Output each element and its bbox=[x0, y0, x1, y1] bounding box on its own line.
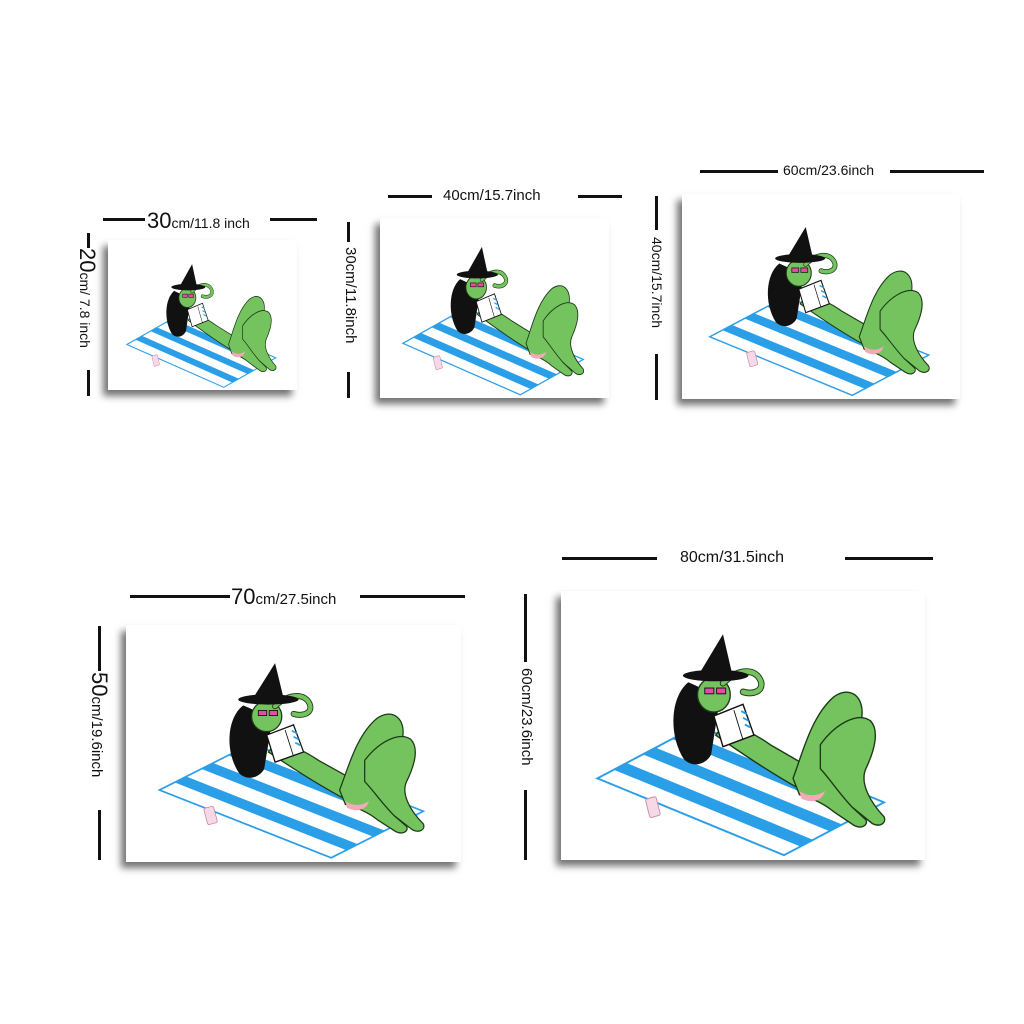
size-3-height-label: 40cm/15.7inch bbox=[649, 237, 665, 329]
size-2-width-label: 40cm/15.7inch bbox=[443, 187, 541, 204]
witch-hat-icon bbox=[456, 246, 498, 279]
height-dimension-line bbox=[87, 370, 90, 396]
book-icon bbox=[475, 293, 502, 323]
height-dimension-line bbox=[98, 626, 101, 671]
glasses-icon bbox=[704, 687, 715, 695]
phone-icon bbox=[432, 355, 443, 370]
phone-icon bbox=[645, 796, 661, 818]
witch-artwork bbox=[401, 246, 585, 396]
height-dimension-line bbox=[87, 233, 90, 248]
striped-towel bbox=[708, 295, 931, 397]
witch-figure bbox=[178, 283, 277, 372]
height-dimension-line bbox=[347, 222, 350, 242]
width-dimension-line bbox=[890, 170, 984, 173]
width-dimension-line bbox=[578, 195, 622, 198]
size-4-width-label: 70cm/27.5inch bbox=[231, 584, 337, 609]
witch-figure bbox=[250, 693, 425, 834]
size-2-height-label: 30cm/11.8inch bbox=[342, 247, 359, 344]
size-5-width-label: 80cm/31.5inch bbox=[680, 549, 785, 566]
striped-towel bbox=[125, 314, 277, 388]
witch-hat-icon bbox=[171, 264, 206, 291]
size-1-height-label: 20cm/ 7.8 inch bbox=[75, 248, 100, 348]
canvas-preview-40x30 bbox=[380, 218, 609, 398]
canvas-preview-30x20 bbox=[108, 240, 297, 390]
book-icon bbox=[713, 703, 755, 748]
witch-figure bbox=[785, 252, 930, 375]
striped-towel bbox=[157, 742, 426, 859]
book-icon bbox=[798, 279, 831, 314]
glasses-icon bbox=[182, 293, 188, 298]
height-dimension-line bbox=[524, 790, 527, 860]
witch-figure bbox=[465, 269, 585, 377]
size-1-width-label: 30cm/11.8 inch bbox=[147, 208, 250, 233]
witch-figure bbox=[696, 668, 886, 828]
witch-hat-icon bbox=[775, 226, 826, 263]
width-dimension-line bbox=[270, 218, 317, 221]
width-dimension-line bbox=[130, 595, 230, 598]
width-dimension-line bbox=[700, 170, 778, 173]
glasses-icon bbox=[470, 282, 477, 288]
width-dimension-line bbox=[562, 557, 657, 560]
glasses-icon bbox=[257, 710, 268, 716]
height-dimension-line bbox=[655, 196, 658, 230]
witch-hat-icon bbox=[238, 663, 299, 705]
width-dimension-line bbox=[103, 218, 145, 221]
witch-artwork bbox=[708, 226, 931, 397]
witch-artwork bbox=[125, 264, 277, 388]
size-5-height-label: 60cm/23.6inch bbox=[518, 668, 535, 766]
height-dimension-line bbox=[347, 372, 350, 398]
canvas-preview-80x60 bbox=[561, 591, 925, 860]
height-dimension-line bbox=[524, 594, 527, 662]
witch-artwork bbox=[595, 634, 887, 857]
witch-hat-icon bbox=[682, 634, 749, 682]
width-dimension-line bbox=[845, 557, 933, 560]
width-dimension-line bbox=[360, 595, 465, 598]
witch-artwork bbox=[157, 663, 426, 859]
glasses-icon bbox=[791, 267, 800, 273]
width-dimension-line bbox=[388, 195, 432, 198]
canvas-preview-60x40 bbox=[682, 194, 960, 399]
size-3-width-label: 60cm/23.6inch bbox=[783, 162, 875, 178]
canvas-preview-70x50 bbox=[126, 625, 461, 862]
phone-icon bbox=[746, 350, 759, 367]
height-dimension-line bbox=[98, 810, 101, 860]
phone-icon bbox=[151, 354, 160, 367]
phone-icon bbox=[203, 805, 218, 825]
book-icon bbox=[265, 724, 305, 763]
book-icon bbox=[186, 302, 209, 328]
size-4-height-label: 50cm/19.6inch bbox=[87, 672, 112, 778]
height-dimension-line bbox=[655, 354, 658, 400]
